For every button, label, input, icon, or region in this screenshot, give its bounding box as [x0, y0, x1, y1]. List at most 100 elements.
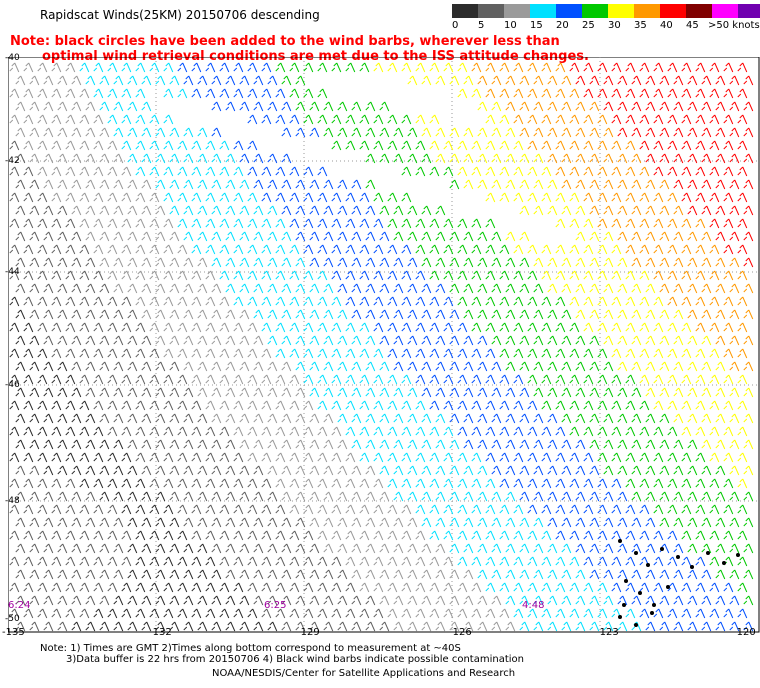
wind-barb [43, 309, 54, 320]
wind-barb [281, 283, 292, 294]
wind-barb [463, 595, 474, 606]
wind-barb [191, 88, 202, 99]
wind-barb [205, 374, 216, 385]
wind-barb [463, 335, 474, 346]
wind-barb [379, 231, 390, 242]
wind-barb [365, 361, 376, 372]
wind-barb [387, 62, 398, 73]
wind-barb [575, 543, 586, 554]
wind-barb [681, 88, 692, 99]
wind-barb [71, 205, 82, 216]
wind-barb [393, 127, 404, 138]
wind-barb [289, 270, 300, 281]
wind-barb [729, 153, 740, 164]
wind-barb [65, 218, 76, 229]
wind-barb [163, 270, 174, 281]
wind-barb [723, 296, 734, 307]
wind-barb [43, 179, 54, 190]
wind-barb [93, 114, 104, 125]
wind-barb [155, 127, 166, 138]
wind-barb [373, 608, 384, 619]
wind-barb [681, 608, 692, 619]
wind-barb [387, 244, 398, 255]
wind-barb [583, 478, 594, 489]
wind-barb [253, 569, 264, 580]
wind-barb [715, 335, 726, 346]
wind-barb [695, 400, 706, 411]
wind-barb [393, 465, 404, 476]
wind-barb [575, 257, 586, 268]
wind-barb [505, 153, 516, 164]
wind-barb [611, 478, 622, 489]
wind-barb [345, 556, 356, 567]
wind-barb [107, 452, 118, 463]
wind-barb [197, 621, 208, 632]
wind-barb [191, 374, 202, 385]
wind-barb [659, 621, 670, 632]
wind-barb [93, 504, 104, 515]
wind-barb [303, 296, 314, 307]
wind-barb [597, 556, 608, 567]
wind-barb [309, 387, 320, 398]
wind-barb [449, 127, 460, 138]
wind-barb [373, 400, 384, 411]
wind-barb [541, 296, 552, 307]
wind-barb [219, 88, 230, 99]
wind-barb [85, 543, 96, 554]
wind-barb [457, 556, 468, 567]
wind-barb [583, 556, 594, 567]
wind-barb [513, 114, 524, 125]
wind-barb [373, 426, 384, 437]
wind-barb [345, 478, 356, 489]
wind-barb [695, 608, 706, 619]
wind-barb [183, 335, 194, 346]
wind-barb [309, 309, 320, 320]
wind-barb [23, 140, 34, 151]
wind-barb [71, 413, 82, 424]
wind-barb [219, 218, 230, 229]
wind-barb [653, 504, 664, 515]
wind-barb [435, 283, 446, 294]
wind-barb [673, 465, 684, 476]
wind-barb [37, 426, 48, 437]
wind-barb [555, 400, 566, 411]
wind-barb [575, 465, 586, 476]
wind-barb [79, 530, 90, 541]
wind-barb [121, 218, 132, 229]
legend-swatch [504, 4, 530, 18]
wind-barb [429, 582, 440, 593]
wind-barb [247, 452, 258, 463]
wind-barb [295, 517, 306, 528]
wind-barb [51, 478, 62, 489]
wind-barb [667, 244, 678, 255]
wind-barb [435, 153, 446, 164]
wind-barb [505, 439, 516, 450]
wind-barb [253, 621, 264, 632]
wind-barb [9, 478, 20, 489]
wind-barb [113, 257, 124, 268]
wind-barb [37, 374, 48, 385]
wind-barb [681, 244, 692, 255]
wind-barb [737, 608, 748, 619]
wind-barb [15, 465, 26, 476]
wind-barb [393, 361, 404, 372]
wind-barb [149, 270, 160, 281]
wind-barb [267, 283, 278, 294]
wind-barb [415, 426, 426, 437]
wind-barb [457, 426, 468, 437]
wind-barb [667, 192, 678, 203]
wind-barb [127, 231, 138, 242]
wind-barb [401, 504, 412, 515]
wind-barb [393, 335, 404, 346]
wind-barb [79, 452, 90, 463]
wind-barb [317, 348, 328, 359]
wind-barb [527, 530, 538, 541]
wind-barb [667, 452, 678, 463]
wind-barb [667, 582, 678, 593]
wind-barb [653, 218, 664, 229]
wind-barb [687, 283, 698, 294]
wind-barb [597, 530, 608, 541]
wind-barb [239, 517, 250, 528]
wind-barb [141, 101, 152, 112]
wind-barb [149, 218, 160, 229]
